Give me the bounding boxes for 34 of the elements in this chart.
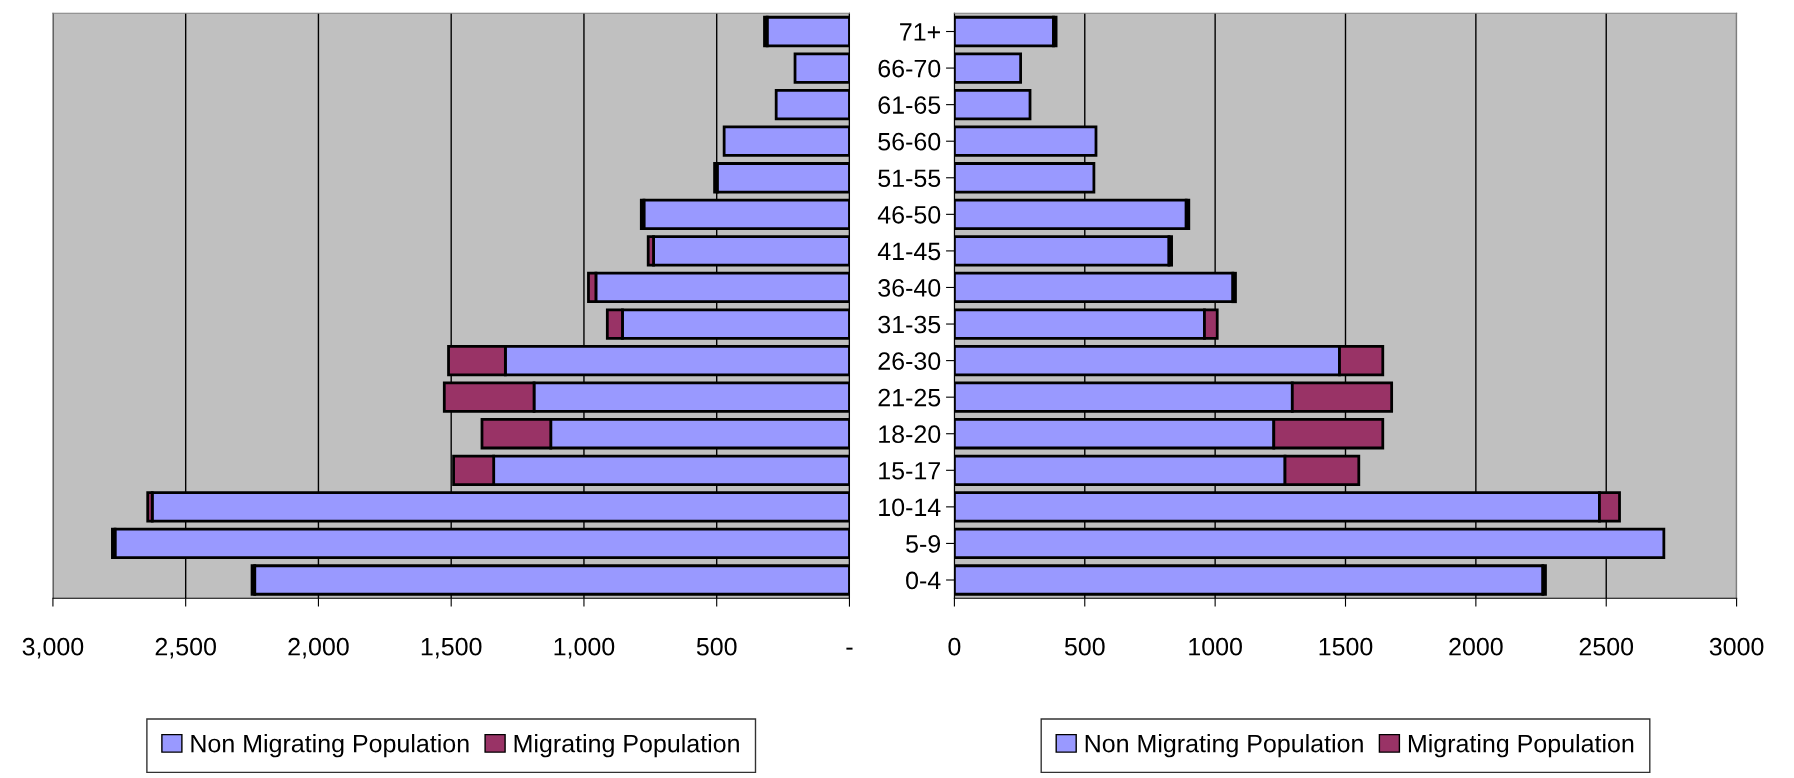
- x-tick-label: 2,000: [288, 637, 349, 659]
- y-tick-label: 15-17: [879, 462, 940, 480]
- legend-label: Non Migrating Population: [1085, 734, 1363, 758]
- y-tick-label: 31-35: [878, 315, 941, 334]
- y-tick-label: 18-20: [879, 425, 941, 444]
- y-tick-label: 51-55: [878, 169, 941, 188]
- y-tick-label: 26-30: [878, 352, 941, 370]
- x-tick-label: 500: [696, 637, 737, 656]
- y-tick-label: 66-70: [878, 59, 941, 78]
- legend-label: Non Migrating Population: [191, 734, 469, 758]
- x-tick-label: 3,000: [22, 637, 84, 659]
- y-tick-label: 56-60: [878, 132, 941, 151]
- x-tick-label: 1,000: [554, 637, 615, 659]
- x-tick-label: 1000: [1189, 637, 1242, 656]
- y-tick-label: 5-9: [906, 535, 941, 553]
- legend-label: Migrating Population: [514, 734, 739, 758]
- y-tick-label: 21-25: [878, 388, 941, 407]
- y-tick-label: 10-14: [879, 498, 941, 517]
- x-tick-label: -: [846, 647, 853, 650]
- y-tick-label: 61-65: [878, 96, 941, 114]
- x-tick-label: 500: [1064, 637, 1105, 656]
- y-tick-label: 0-4: [906, 571, 941, 590]
- x-tick-label: 1500: [1319, 637, 1373, 656]
- y-tick-label: 36-40: [878, 279, 941, 297]
- x-tick-label: 2500: [1579, 637, 1634, 656]
- x-tick-label: 2,500: [155, 637, 216, 659]
- x-tick-label: 2000: [1449, 637, 1503, 656]
- y-tick-label: 41-45: [877, 242, 941, 261]
- x-tick-label: 1,500: [421, 637, 482, 659]
- x-tick-label: 0: [948, 637, 961, 656]
- legend-label: Migrating Population: [1408, 734, 1634, 758]
- y-tick-label: 46-50: [877, 205, 941, 224]
- x-tick-label: 3000: [1709, 637, 1764, 656]
- y-tick-label: 71+: [900, 23, 940, 41]
